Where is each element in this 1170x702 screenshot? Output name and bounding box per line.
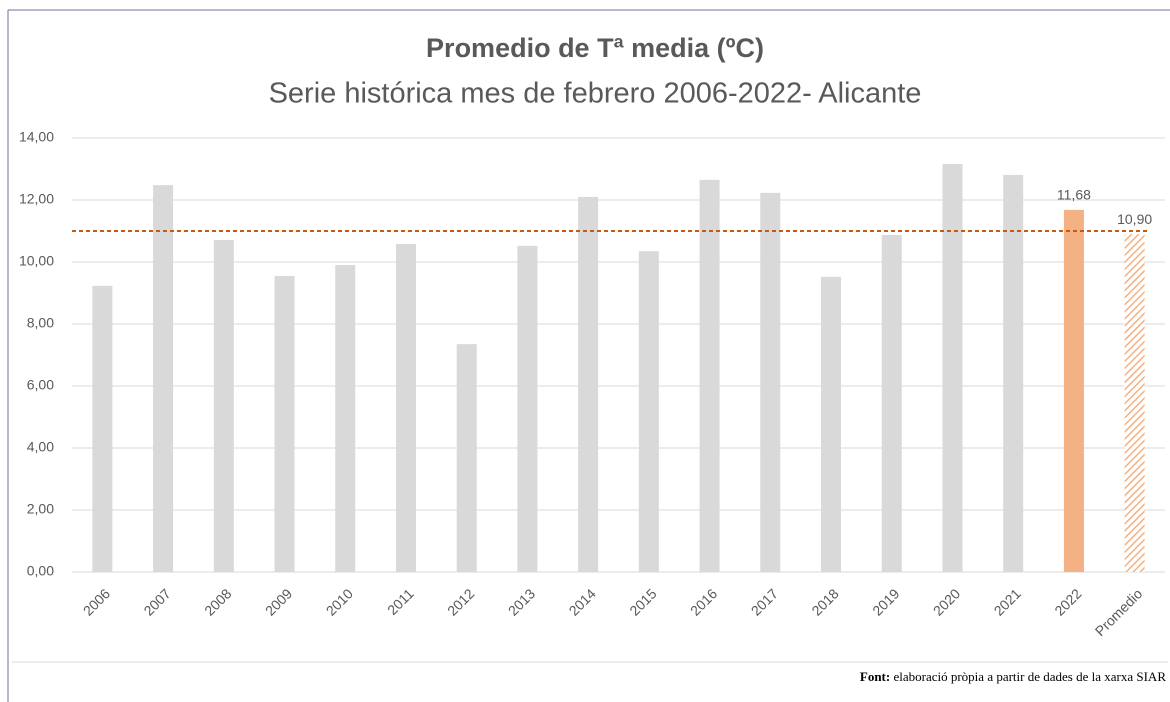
y-tick-label: 12,00	[19, 191, 54, 207]
x-tick-label: 2013	[505, 585, 538, 618]
x-tick-label: 2009	[262, 585, 295, 618]
bar	[942, 164, 963, 573]
y-tick-label: 14,00	[19, 129, 54, 145]
y-tick-label: 2,00	[27, 501, 54, 517]
bar	[335, 265, 356, 572]
bar	[92, 285, 113, 572]
bar	[1003, 174, 1024, 572]
bar	[274, 275, 295, 572]
x-tick-label: 2021	[991, 585, 1024, 618]
x-tick-label: 2011	[384, 585, 417, 618]
y-tick-label: 6,00	[27, 377, 54, 393]
chart-title: Promedio de Tª media (ºC)	[426, 33, 764, 63]
y-tick-label: 10,00	[19, 253, 54, 269]
x-tick-label: 2006	[80, 585, 113, 618]
y-tick-label: 0,00	[27, 563, 54, 579]
x-tick-label: 2008	[201, 585, 234, 618]
x-tick-label: 2015	[626, 585, 659, 618]
x-tick-label: 2012	[444, 585, 477, 618]
source-label: Font:	[860, 669, 890, 684]
source: Font: elaboració pròpia a partir de dade…	[860, 669, 1166, 684]
x-tick-label: 2019	[869, 585, 902, 618]
y-tick-label: 8,00	[27, 315, 54, 331]
bar	[456, 344, 477, 572]
bar	[153, 185, 174, 572]
bar	[1063, 209, 1084, 573]
x-tick-label: 2017	[748, 585, 781, 618]
x-tick-label: 2018	[808, 585, 841, 618]
chart-subtitle: Serie histórica mes de febrero 2006-2022…	[269, 78, 922, 110]
bar	[760, 192, 781, 572]
bar	[517, 245, 538, 572]
value-label: 10,90	[1117, 211, 1152, 227]
value-label: 11,68	[1057, 187, 1091, 203]
x-tick-label: 2020	[930, 585, 963, 618]
x-tick-label: 2022	[1051, 585, 1084, 618]
x-tick-label: 2007	[140, 585, 173, 618]
source-text: elaboració pròpia a partir de dades de l…	[893, 669, 1166, 684]
bar	[821, 276, 842, 572]
bar	[638, 251, 659, 572]
bar	[699, 179, 720, 572]
bar	[1124, 234, 1145, 572]
bar	[395, 244, 416, 572]
bar	[213, 239, 234, 573]
x-tick-label: Promedio	[1092, 585, 1146, 639]
y-tick-label: 4,00	[27, 439, 54, 455]
x-tick-label: 2010	[323, 585, 356, 618]
bar	[578, 196, 599, 572]
x-tick-label: 2016	[687, 585, 720, 618]
x-tick-label: 2014	[566, 585, 599, 618]
bar	[881, 235, 902, 572]
